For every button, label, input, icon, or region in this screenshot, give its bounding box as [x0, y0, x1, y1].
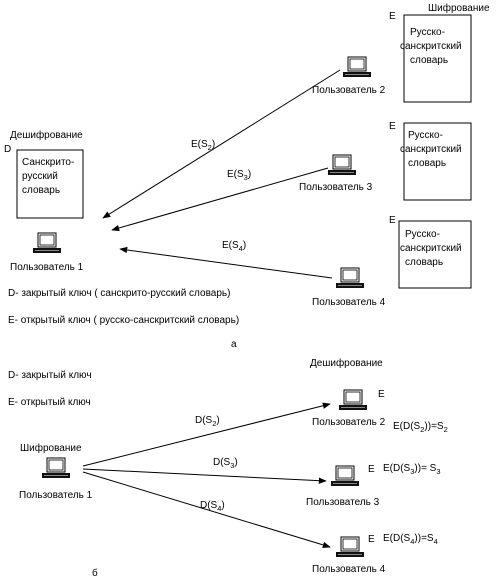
dictionary-box-user1	[16, 149, 84, 219]
dictionary-box-user3	[403, 122, 472, 201]
arrow-user1-to-user3	[82, 468, 327, 484]
arrow-user2-to-user1	[102, 69, 341, 219]
encryption-title: Шифрование	[428, 2, 490, 14]
caption-a: а	[231, 339, 237, 350]
part-b: Дешифрование D- закрытый ключ E- открыты…	[8, 357, 448, 576]
key-e-label: E	[368, 464, 375, 475]
dictionary-box-user4	[398, 220, 472, 289]
dict-line-3: словарь	[408, 158, 446, 169]
user2-label: Пользователь 2	[312, 85, 386, 96]
user4-label: Пользователь 4	[312, 564, 386, 575]
key-e-label: E	[378, 389, 385, 400]
dict-line-2: русский	[22, 171, 58, 182]
part-a: Русско- санскритский словарь Русско- сан…	[4, 2, 490, 350]
computer-icon-user3	[327, 154, 357, 176]
dict-line-2: санскритский	[400, 144, 462, 155]
formula-user3: E(D(S3))= S3	[383, 463, 441, 476]
dict-line-1: Санскрито-	[22, 157, 74, 168]
dict-line-1: Русско-	[408, 130, 443, 141]
dictionary-box-user2	[403, 14, 472, 103]
computer-icon-user3	[330, 465, 360, 487]
dict-line-2: санскритский	[400, 41, 462, 52]
encryption-title: Шифрование	[20, 442, 82, 454]
arrow-user1-to-user2	[82, 402, 331, 467]
computer-icon-user2	[338, 389, 368, 411]
key-e-label: E	[389, 121, 396, 132]
arrow-user3-to-user1	[111, 167, 329, 232]
formula-user4: E(D(S4))=S4	[383, 533, 438, 546]
computer-icon-user4	[335, 267, 365, 289]
dict-line-3: словарь	[410, 55, 448, 66]
legend-public-key: E- открытый ключ ( русско-санскритский с…	[8, 315, 239, 326]
computer-icon-user4	[335, 536, 365, 558]
key-e-label: E	[368, 534, 375, 545]
caption-b: б	[92, 567, 98, 576]
arrow-user4-to-user1	[119, 246, 333, 279]
arrow-user1-to-user4	[82, 471, 331, 548]
computer-icon-user2	[342, 56, 372, 78]
computer-icon-user1	[32, 232, 62, 254]
arrow2-label: D(S2)	[195, 415, 220, 428]
dict-line-1: Русско-	[405, 229, 440, 240]
key-e-label: E	[389, 215, 396, 226]
arrow4-label: D(S4)	[200, 500, 225, 513]
dict-line-1: Русско-	[410, 27, 445, 38]
arrow3-label: E(S3)	[227, 169, 251, 182]
dict-line-2: санскритский	[400, 243, 462, 254]
legend-public-key: E- открытый ключ	[8, 397, 91, 408]
arrow3-label: D(S3)	[213, 457, 238, 470]
user1-label: Пользователь 1	[19, 490, 93, 501]
legend-private-key: D- закрытый ключ	[8, 370, 92, 381]
key-e-label: E	[389, 11, 396, 22]
dict-line-3: словарь	[22, 185, 60, 196]
user2-label: Пользователь 2	[312, 417, 386, 428]
arrow4-label: E(S4)	[222, 240, 246, 253]
computer-icon-user1	[41, 457, 71, 479]
user3-label: Пользователь 3	[306, 497, 380, 508]
legend-private-key: D- закрытый ключ ( санскрито-русский сло…	[8, 288, 230, 299]
formula-user2: E(D(S2))=S2	[393, 421, 448, 434]
user1-label: Пользователь 1	[10, 262, 84, 273]
dict-line-3: словарь	[405, 257, 443, 268]
decryption-title: Дешифрование	[10, 129, 83, 141]
user3-label: Пользователь 3	[299, 182, 373, 193]
key-d-label: D	[4, 144, 11, 155]
user4-label: Пользователь 4	[312, 297, 386, 308]
decryption-title: Дешифрование	[310, 357, 383, 369]
arrow2-label: E(S2)	[191, 139, 215, 152]
